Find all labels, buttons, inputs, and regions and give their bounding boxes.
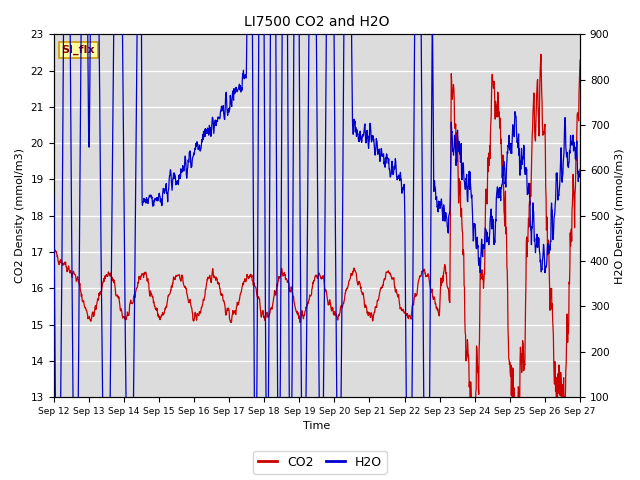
Legend: CO2, H2O: CO2, H2O <box>253 451 387 474</box>
Text: SI_flx: SI_flx <box>61 45 95 56</box>
Y-axis label: CO2 Density (mmol/m3): CO2 Density (mmol/m3) <box>15 148 25 283</box>
Y-axis label: H2O Density (mmol/m3): H2O Density (mmol/m3) <box>615 148 625 284</box>
Title: LI7500 CO2 and H2O: LI7500 CO2 and H2O <box>244 15 390 29</box>
X-axis label: Time: Time <box>303 421 330 432</box>
